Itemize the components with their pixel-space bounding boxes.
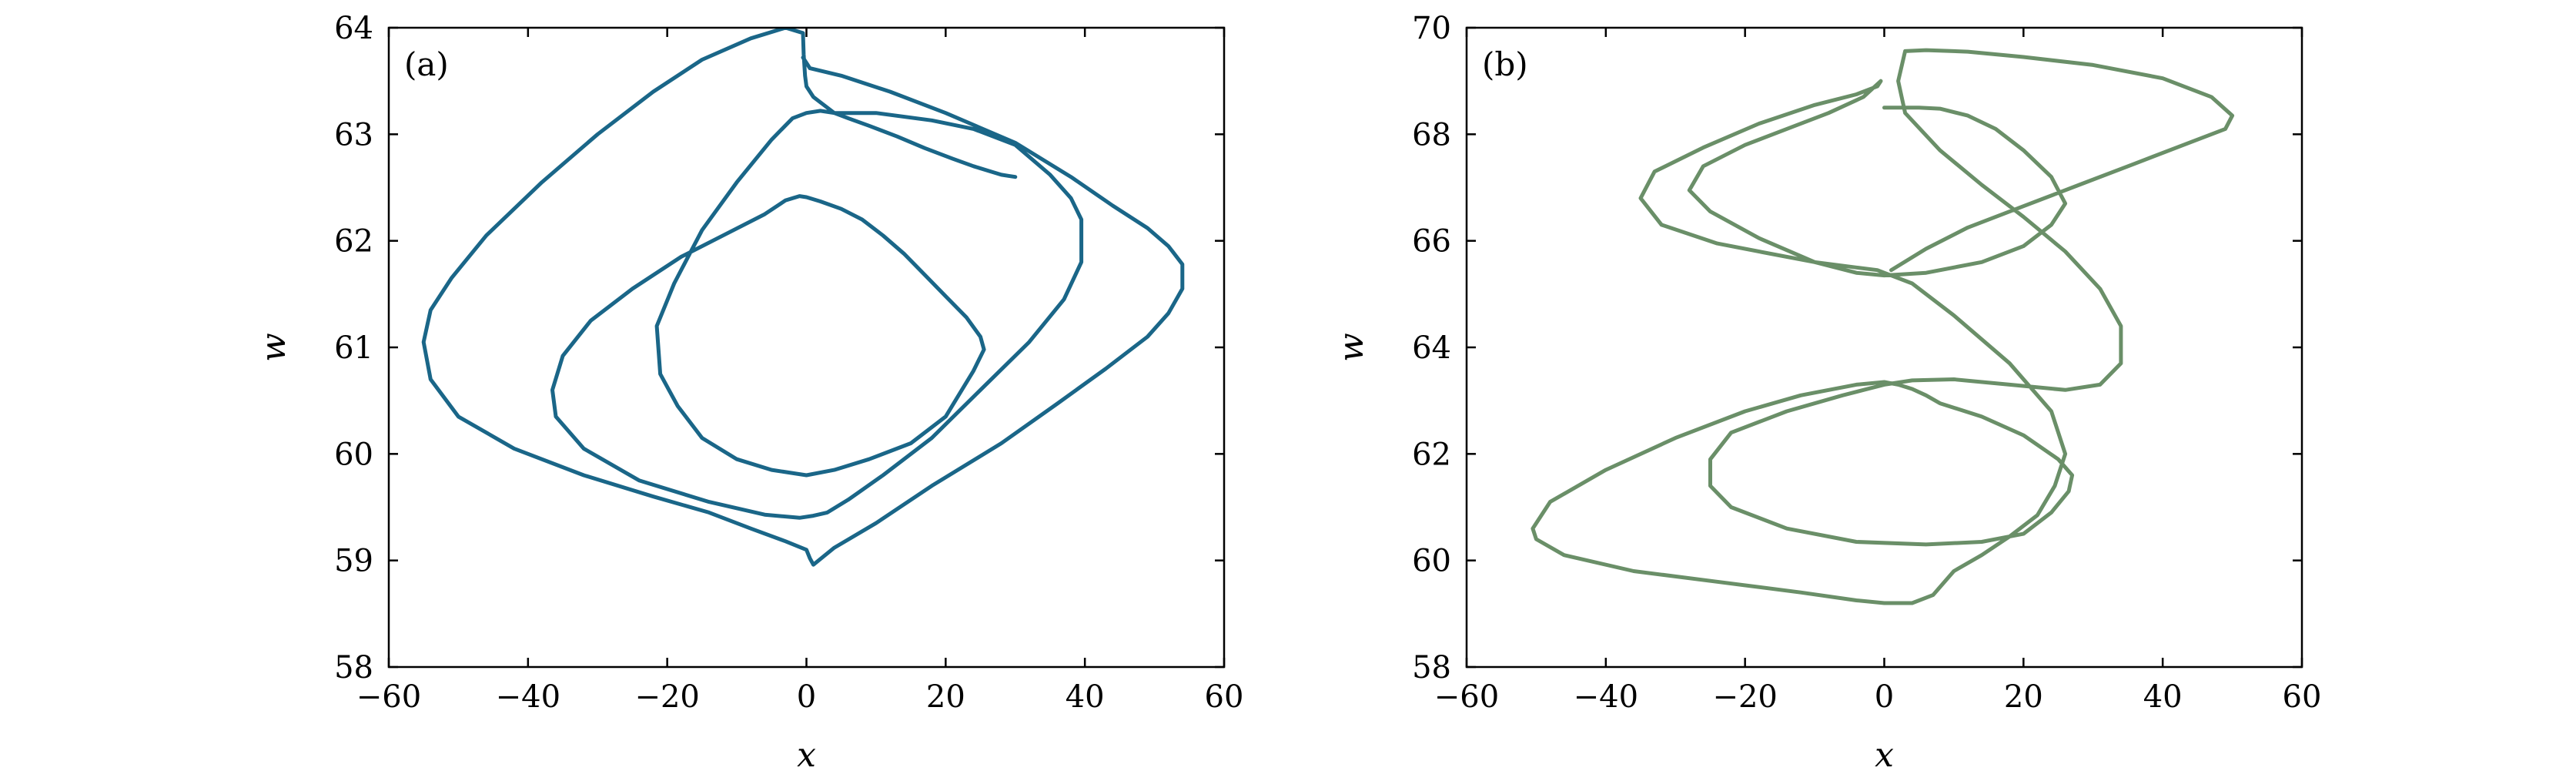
y-tick-label: 58 — [334, 650, 373, 685]
x-axis-label: x — [797, 736, 816, 775]
y-tick-label: 58 — [1412, 650, 1451, 685]
x-tick-label: −40 — [496, 679, 560, 715]
y-tick-label: 64 — [1412, 330, 1451, 366]
y-tick-label: 64 — [334, 11, 373, 46]
x-tick-label: 60 — [2283, 679, 2322, 715]
y-axis-label: w — [1332, 333, 1371, 362]
panel-a: −60 −40 −20 0 20 40 60 58 59 60 61 62 63 64 x w (a) — [254, 11, 1243, 775]
x-tick-label: 60 — [1205, 679, 1244, 715]
y-tick-label: 60 — [334, 437, 373, 472]
x-tick-label: −60 — [1434, 679, 1499, 715]
y-tick-label: 66 — [1412, 224, 1451, 260]
x-tick-label: −20 — [1712, 679, 1777, 715]
plot-frame — [387, 26, 1226, 669]
x-tick-label: 20 — [926, 679, 965, 715]
x-tick-label: 40 — [2143, 679, 2183, 715]
x-tick-label: 0 — [1875, 679, 1894, 715]
y-tick-label: 59 — [334, 544, 373, 579]
x-tick-label: −40 — [1574, 679, 1638, 715]
panel-label: (a) — [404, 45, 449, 83]
y-tick-label: 62 — [334, 224, 373, 260]
x-tick-label: −60 — [356, 679, 421, 715]
panel-b: −60 −40 −20 0 20 40 60 58 60 62 64 66 68 70 x w (b) — [1332, 11, 2321, 775]
x-tick-label: 40 — [1066, 679, 1105, 715]
x-tick-label: 0 — [797, 679, 816, 715]
y-tick-label: 62 — [1412, 437, 1451, 472]
y-axis-label: w — [254, 333, 293, 362]
panel-label: (b) — [1482, 45, 1528, 83]
y-tick-label: 70 — [1412, 11, 1451, 46]
x-tick-label: 20 — [2004, 679, 2043, 715]
series-line-1 — [421, 28, 1185, 567]
x-tick-label: −20 — [634, 679, 699, 715]
x-axis-label: x — [1875, 736, 1894, 775]
plot-frame — [1465, 26, 2303, 669]
y-tick-label: 60 — [1412, 544, 1451, 579]
y-tick-label: 61 — [334, 330, 373, 366]
y-tick-label: 63 — [334, 117, 373, 153]
series-line-1 — [1531, 48, 2235, 605]
y-tick-label: 68 — [1412, 117, 1451, 153]
